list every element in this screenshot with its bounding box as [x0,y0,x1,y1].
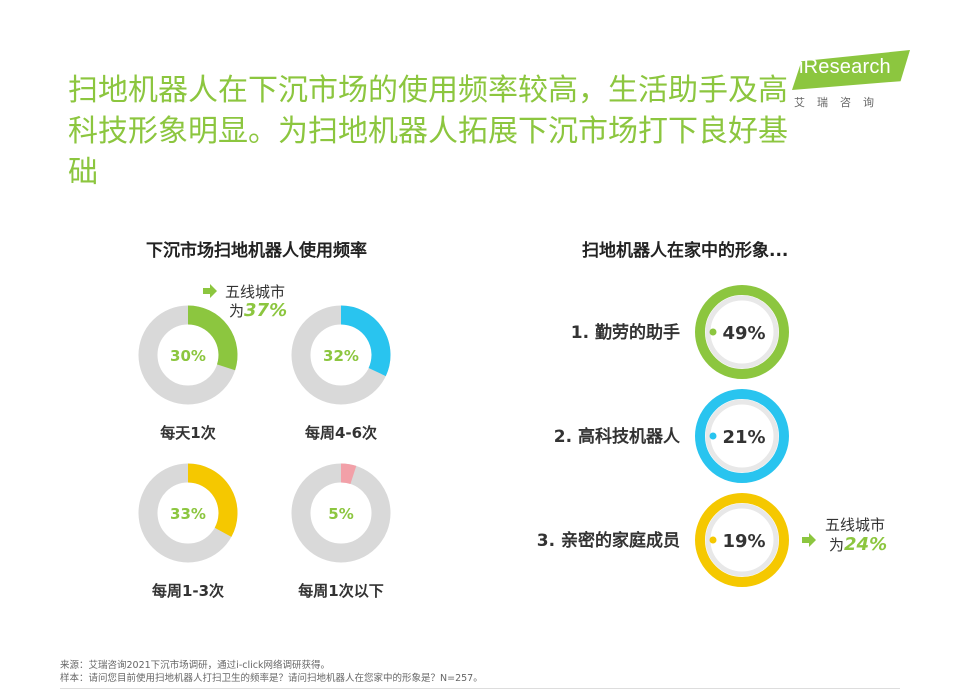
footer-divider [60,688,900,689]
annotation-prefix: 为 [229,302,244,320]
arrow-icon [203,284,217,298]
donut-category-label: 每天1次 [160,424,215,442]
donut-value-label: 33% [170,505,206,523]
ring-dot [709,328,717,336]
logo-subtitle: 艾瑞咨询 [794,96,886,109]
ring-dot [709,432,717,440]
ring-category-label: 1. 勤劳的助手 [571,322,680,343]
donut-category-label: 每周1次以下 [298,582,383,600]
page-title: 扫地机器人在下沉市场的使用频率较高，生活助手及高科技形象明显。为扫地机器人拓展下… [68,73,788,190]
annotation-line1: 五线城市 [825,516,885,534]
ring-inner [705,295,779,369]
donut-value-label: 30% [170,347,206,365]
ring-outer [695,493,789,587]
left-chart-title: 下沉市场扫地机器人使用频率 [146,241,367,261]
logo-brand: iResearch [799,56,891,78]
ring-outer [695,389,789,483]
footnote: 来源：艾瑞咨询2021下沉市场调研，通过i-click网络调研获得。 样本：请问… [60,659,483,685]
ring-category-label: 2. 高科技机器人 [554,426,681,447]
ring-category-label: 3. 亲密的家庭成员 [537,530,680,551]
donut-category-label: 每周4-6次 [305,424,377,442]
annotation-value: 24% [844,534,887,555]
donut-slice [187,305,238,371]
annotation-line1: 五线城市 [225,283,285,301]
annotation-value: 37% [244,300,287,321]
annotation-line2: 为37% [229,300,287,321]
ring-value-label: 49% [722,323,765,344]
ring-outer [695,285,789,379]
annotation-line2: 为24% [829,534,887,555]
footnote-sample: 样本：请问您目前使用扫地机器人打扫卫生的频率是？请问扫地机器人在您家中的形象是？… [60,673,483,684]
ring-inner [705,399,779,473]
right-chart-title: 扫地机器人在家中的形象... [582,241,789,261]
ring-value-label: 21% [722,427,765,448]
donut-value-label: 32% [323,347,359,365]
donut-value-label: 5% [328,505,353,523]
donut-slice [340,463,357,485]
iresearch-logo: iResearch 艾瑞咨询 [792,50,917,110]
arrow-icon [802,533,816,547]
donut-slice [340,305,391,377]
donut-category-label: 每周1-3次 [152,582,224,600]
footnote-source: 来源：艾瑞咨询2021下沉市场调研，通过i-click网络调研获得。 [60,660,330,671]
annotation-prefix: 为 [829,536,844,554]
donut-slice [187,463,238,537]
ring-inner [705,503,779,577]
ring-value-label: 19% [722,531,765,552]
ring-dot [709,536,717,544]
